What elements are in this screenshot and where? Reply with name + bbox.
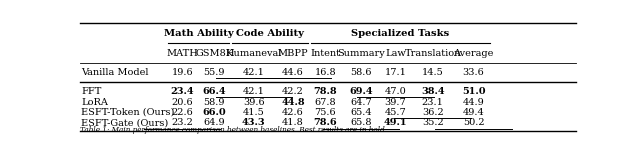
Text: 23.4: 23.4 [170,87,194,96]
Text: 39.6: 39.6 [243,98,265,107]
Text: 39.7: 39.7 [385,98,406,107]
Text: Translation: Translation [404,48,461,58]
Text: 44.6: 44.6 [282,68,304,77]
Text: 58.6: 58.6 [351,68,372,77]
Text: 42.1: 42.1 [243,87,265,96]
Text: GSM8K: GSM8K [195,48,233,58]
Text: 45.7: 45.7 [385,108,406,117]
Text: Humaneval: Humaneval [226,48,282,58]
Text: Math Ability: Math Ability [164,29,234,38]
Text: 64.7: 64.7 [350,98,372,107]
Text: Intent: Intent [310,48,340,58]
Text: 23.2: 23.2 [172,119,193,127]
Text: 16.8: 16.8 [314,68,336,77]
Text: 49.1: 49.1 [384,119,407,127]
Text: MBPP: MBPP [278,48,308,58]
Text: 64.9: 64.9 [204,119,225,127]
Text: 36.2: 36.2 [422,108,444,117]
Text: 66.4: 66.4 [202,87,226,96]
Text: 17.1: 17.1 [385,68,406,77]
Text: 20.6: 20.6 [172,98,193,107]
Text: 33.6: 33.6 [463,68,484,77]
Text: 38.4: 38.4 [421,87,444,96]
Text: 35.2: 35.2 [422,119,444,127]
Text: 65.8: 65.8 [351,119,372,127]
Text: 14.5: 14.5 [422,68,444,77]
Text: MATH: MATH [166,48,198,58]
Text: Specialized Tasks: Specialized Tasks [351,29,449,38]
Text: ESFT-Gate (Ours): ESFT-Gate (Ours) [81,119,169,127]
Text: 41.8: 41.8 [282,119,304,127]
Text: 75.6: 75.6 [314,108,336,117]
Text: 55.9: 55.9 [204,68,225,77]
Text: 66.0: 66.0 [202,108,226,117]
Text: 50.2: 50.2 [463,119,484,127]
Text: Summary: Summary [337,48,385,58]
Text: 69.4: 69.4 [349,87,373,96]
Text: Vanilla Model: Vanilla Model [81,68,149,77]
Text: 78.8: 78.8 [314,87,337,96]
Text: Average: Average [453,48,494,58]
Text: Table 1: Main performance comparison between baselines. Best results are in bold: Table 1: Main performance comparison bet… [80,126,387,134]
Text: 51.0: 51.0 [462,87,485,96]
Text: 44.8: 44.8 [281,98,305,107]
Text: 65.4: 65.4 [351,108,372,117]
Text: 43.3: 43.3 [242,119,266,127]
Text: 49.4: 49.4 [463,108,484,117]
Text: 22.6: 22.6 [172,108,193,117]
Text: ESFT-Token (Ours): ESFT-Token (Ours) [81,108,175,117]
Text: 42.1: 42.1 [243,68,265,77]
Text: LoRA: LoRA [81,98,108,107]
Text: 44.9: 44.9 [463,98,484,107]
Text: 42.2: 42.2 [282,87,304,96]
Text: Law: Law [385,48,406,58]
Text: Code Ability: Code Ability [236,29,304,38]
Text: 67.8: 67.8 [314,98,336,107]
Text: 78.6: 78.6 [314,119,337,127]
Text: FFT: FFT [81,87,102,96]
Text: 23.1: 23.1 [422,98,444,107]
Text: 41.5: 41.5 [243,108,265,117]
Text: 42.6: 42.6 [282,108,304,117]
Text: 58.9: 58.9 [204,98,225,107]
Text: 47.0: 47.0 [385,87,406,96]
Text: 19.6: 19.6 [172,68,193,77]
